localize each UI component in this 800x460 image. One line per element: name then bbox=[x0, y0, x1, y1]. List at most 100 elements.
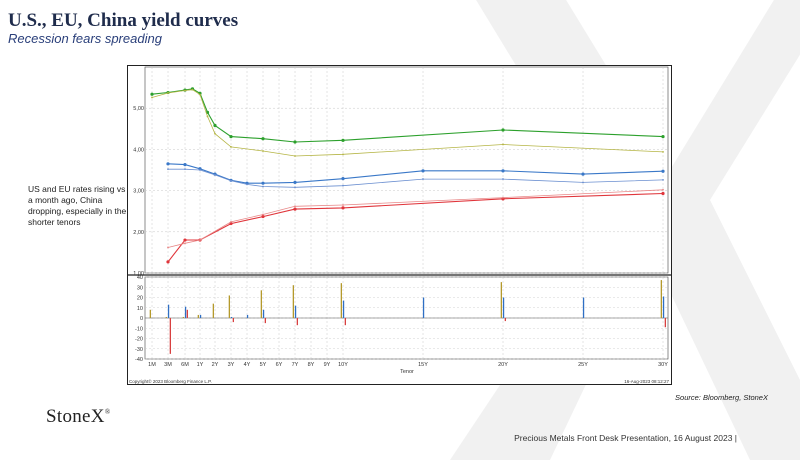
change-bar-eu bbox=[167, 304, 170, 318]
series-point-eu_prior bbox=[262, 185, 264, 188]
series-point-china bbox=[341, 206, 345, 210]
change-bar-eu bbox=[184, 306, 187, 318]
change-bar-us bbox=[212, 303, 214, 318]
series-point-eu_prior bbox=[662, 178, 664, 181]
series-point-us bbox=[293, 140, 297, 144]
series-point-eu_prior bbox=[582, 181, 584, 184]
change-y-tick-label: 20 bbox=[137, 296, 143, 302]
change-bar-china bbox=[264, 318, 266, 324]
series-point-china_prior bbox=[167, 246, 169, 249]
y-tick-label: 4,00 bbox=[133, 147, 144, 153]
chart-svg: 1M 3M 6M 1Y 2Y 3Y 4Y 5Y 6Y 7Y 8Y 9Y 10Y 15Y 20Y 25Y 30Y 1… bbox=[127, 65, 672, 385]
x-tick-label: 7Y bbox=[292, 362, 299, 368]
change-bar-china bbox=[186, 309, 188, 318]
change-y-tick-label: -10 bbox=[135, 326, 143, 332]
series-point-eu bbox=[501, 169, 505, 173]
x-tick-label: 20Y bbox=[498, 362, 508, 368]
change-bar-us bbox=[292, 285, 294, 318]
series-point-eu_prior bbox=[167, 168, 169, 171]
chart-date-stamp: 16-Aug-2023 08:12:27 bbox=[624, 379, 669, 384]
series-point-eu_prior bbox=[422, 178, 424, 180]
series-point-eu_prior bbox=[246, 183, 248, 186]
change-bar-eu bbox=[582, 297, 585, 318]
series-point-china bbox=[661, 191, 665, 196]
series-point-china bbox=[166, 260, 170, 264]
change-bar-us bbox=[182, 316, 184, 318]
change-bar-us bbox=[340, 283, 342, 318]
series-point-us_prior bbox=[502, 143, 504, 146]
x-tick-label: 1Y bbox=[197, 362, 204, 368]
x-tick-label: 5Y bbox=[260, 362, 267, 368]
series-point-china_prior bbox=[184, 242, 186, 245]
chart-outer-frame bbox=[127, 65, 672, 385]
series-point-china_prior bbox=[342, 204, 344, 206]
x-axis-label: Tenor bbox=[400, 369, 414, 375]
series-point-us_prior bbox=[342, 153, 344, 156]
change-bar-china bbox=[344, 318, 346, 326]
change-y-tick-label: -40 bbox=[135, 357, 143, 363]
series-point-us_prior bbox=[662, 150, 664, 153]
change-y-tick-label: -20 bbox=[135, 337, 143, 343]
y-tick-label: 1,00 bbox=[133, 271, 144, 277]
change-bar-eu bbox=[502, 297, 505, 318]
series-point-eu bbox=[421, 169, 425, 173]
x-tick-label: 1M bbox=[148, 362, 156, 368]
x-tick-label: 6M bbox=[181, 362, 189, 368]
change-bar-eu bbox=[662, 296, 665, 318]
change-bar-us bbox=[197, 314, 199, 318]
series-point-eu bbox=[581, 172, 585, 176]
change-bar-us bbox=[165, 316, 167, 318]
series-point-eu_prior bbox=[214, 174, 216, 176]
series-point-us_prior bbox=[206, 115, 209, 118]
series-point-us bbox=[661, 135, 665, 139]
change-y-tick-label: 10 bbox=[137, 306, 143, 312]
series-point-china bbox=[501, 197, 505, 201]
series-point-us bbox=[341, 138, 345, 142]
series-point-eu bbox=[166, 162, 170, 166]
series-point-eu bbox=[293, 180, 297, 184]
series-point-china_prior bbox=[662, 188, 664, 191]
footer-text: Precious Metals Front Desk Presentation,… bbox=[514, 433, 737, 443]
series-point-eu_prior bbox=[184, 168, 186, 171]
series-point-us_prior bbox=[199, 93, 201, 96]
change-bar-china bbox=[664, 318, 666, 328]
series-point-us bbox=[150, 92, 154, 96]
change-bar-eu bbox=[422, 297, 425, 318]
series-point-us_prior bbox=[191, 88, 194, 91]
change-bar-eu bbox=[246, 314, 249, 318]
change-bar-eu bbox=[294, 305, 297, 318]
x-tick-label: 30Y bbox=[658, 362, 668, 368]
annotation-note: US and EU rates rising vs a month ago, C… bbox=[28, 184, 127, 227]
y-tick-label: 3,00 bbox=[133, 189, 144, 195]
change-bar-us bbox=[660, 280, 662, 318]
x-tick-label: 2Y bbox=[212, 362, 219, 368]
change-bar-eu bbox=[199, 314, 202, 318]
series-point-eu bbox=[261, 181, 265, 185]
x-tick-label: 3M bbox=[164, 362, 172, 368]
x-tick-label: 4Y bbox=[244, 362, 251, 368]
series-point-china_prior bbox=[294, 205, 296, 208]
x-tick-label: 25Y bbox=[578, 362, 588, 368]
series-point-eu bbox=[183, 163, 187, 167]
change-y-tick-label: 30 bbox=[137, 285, 143, 291]
series-point-china bbox=[261, 214, 265, 219]
change-bar-china bbox=[504, 318, 506, 322]
y-tick-label: 5,00 bbox=[133, 106, 144, 112]
change-bar-us bbox=[149, 309, 151, 318]
change-y-tick-label: 0 bbox=[140, 316, 143, 322]
change-bar-us bbox=[260, 290, 262, 318]
series-point-us_prior bbox=[151, 96, 153, 99]
stonex-logo: StoneX® bbox=[46, 406, 110, 428]
series-point-eu bbox=[661, 169, 665, 173]
change-y-tick-label: 40 bbox=[137, 275, 143, 281]
series-point-us_prior bbox=[294, 155, 296, 157]
series-point-us bbox=[261, 137, 265, 141]
series-point-us bbox=[229, 135, 233, 139]
series-point-us_prior bbox=[167, 92, 169, 94]
change-bar-eu bbox=[342, 300, 345, 318]
series-point-us bbox=[213, 123, 217, 128]
series-point-us_prior bbox=[214, 132, 216, 135]
series-point-eu bbox=[341, 177, 345, 181]
x-tick-label: 8Y bbox=[308, 362, 315, 368]
series-point-eu_prior bbox=[230, 179, 232, 182]
